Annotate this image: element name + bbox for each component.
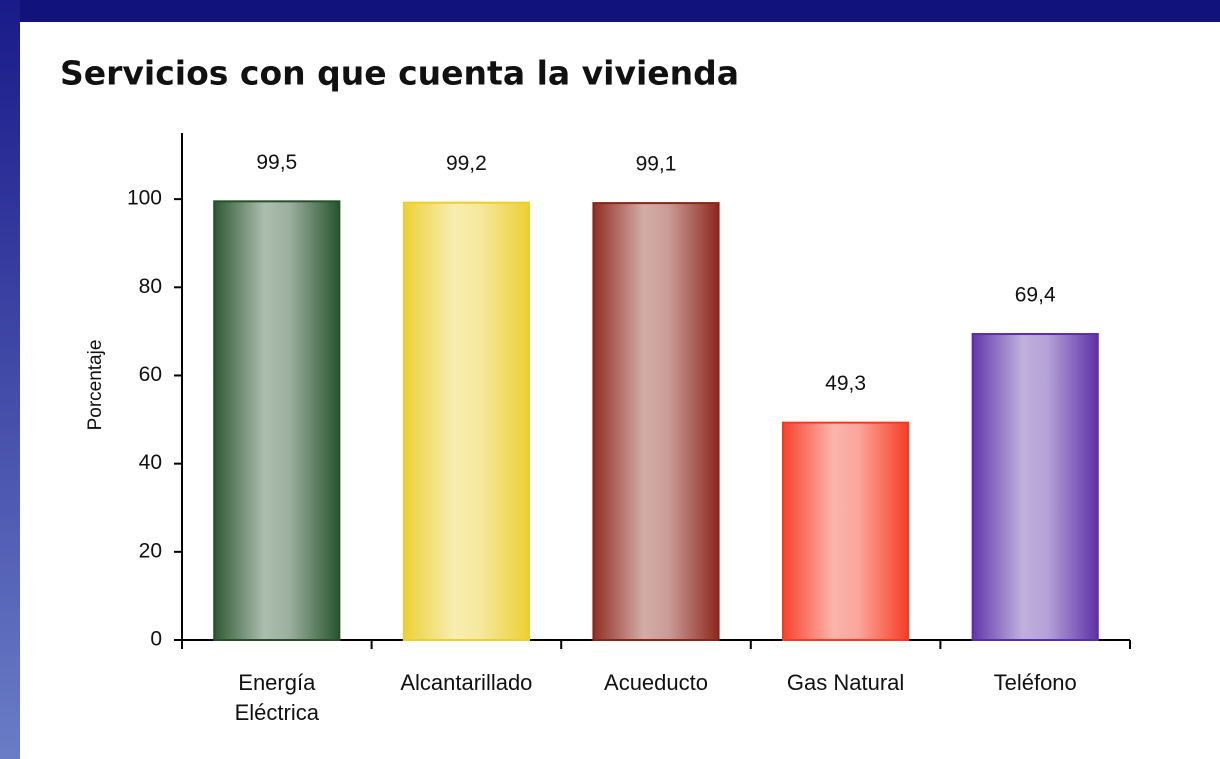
bar xyxy=(592,202,720,641)
value-label: 99,5 xyxy=(256,151,297,174)
x-tick-label: Gas Natural xyxy=(786,670,905,695)
x-tick-label: Acueducto xyxy=(604,670,708,695)
y-tick-label: 20 xyxy=(139,539,162,562)
x-tick-label: Alcantarillado xyxy=(400,670,533,695)
chart-title: Servicios con que cuenta la vivienda xyxy=(60,54,739,93)
y-tick-label: 40 xyxy=(139,451,162,474)
value-label: 69,4 xyxy=(1015,284,1056,307)
bar xyxy=(782,421,910,641)
bar xyxy=(213,200,341,641)
y-tick-label: 100 xyxy=(127,187,162,210)
bar xyxy=(971,333,1099,641)
y-axis-label: Porcentaje xyxy=(85,340,106,431)
x-tick-label: Teléfono xyxy=(993,670,1077,695)
value-label: 99,2 xyxy=(446,152,487,175)
value-label: 49,3 xyxy=(825,372,866,395)
y-tick-label: 0 xyxy=(150,628,162,651)
x-tick-label: Energía Eléctrica xyxy=(234,670,319,725)
y-tick-label: 60 xyxy=(139,363,162,386)
y-tick-label: 80 xyxy=(139,275,162,298)
bar xyxy=(402,201,530,642)
value-label: 99,1 xyxy=(636,153,677,176)
slide-side-band xyxy=(0,0,20,759)
slide-top-band xyxy=(0,0,1220,22)
